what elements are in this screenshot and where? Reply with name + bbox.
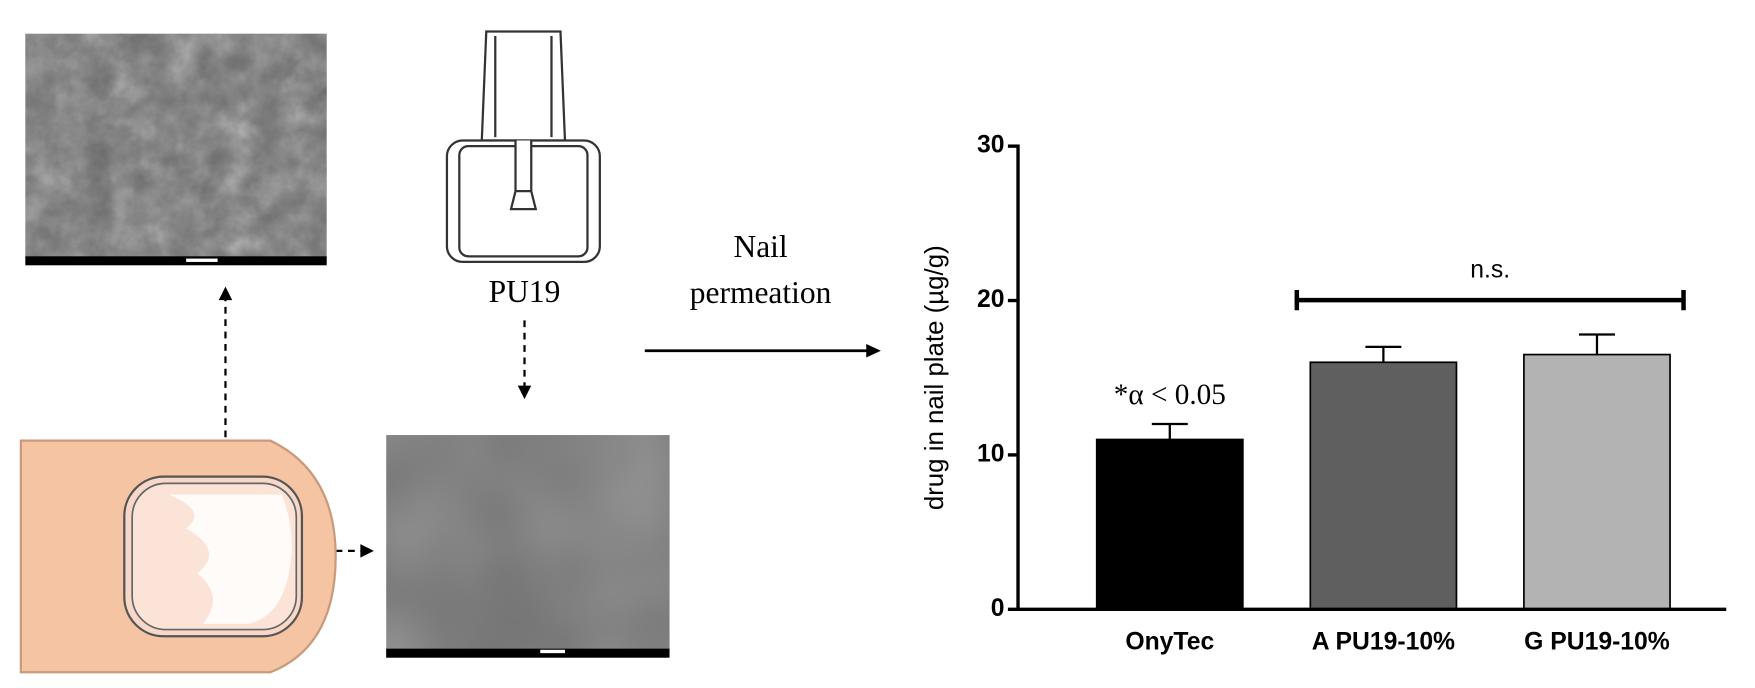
arrow-label: Nail — [733, 229, 787, 264]
arrow-label: permeation — [690, 275, 832, 310]
error-bar — [1578, 333, 1615, 355]
bottle-icon — [445, 30, 601, 264]
arrow-heads — [218, 286, 532, 558]
finger-illustration — [19, 439, 337, 674]
sem-image-rough — [25, 33, 327, 266]
x-tick-label: G PU19-10% — [1524, 629, 1670, 656]
x-tick-label: OnyTec — [1125, 629, 1214, 656]
bar-chart: drug in nail plate (µg/g) 0 10 20 30 OnyTec A… — [921, 132, 1727, 656]
y-tick-label: 0 — [991, 595, 1005, 622]
bar — [1309, 361, 1458, 611]
significance-label: *α < 0.05 — [1114, 379, 1226, 411]
ns-label: n.s. — [1470, 256, 1510, 283]
y-tick-label: 30 — [977, 132, 1005, 159]
x-tick-label: A PU19-10% — [1312, 629, 1455, 656]
error-bar — [1151, 422, 1188, 440]
y-axis-label: drug in nail plate (µg/g) — [921, 245, 949, 510]
bar — [1523, 353, 1671, 611]
bottle-label: PU19 — [489, 274, 561, 309]
error-bar — [1365, 345, 1402, 363]
y-tick-label: 10 — [977, 440, 1005, 467]
arrow-head — [866, 344, 881, 358]
y-tick-label: 20 — [977, 286, 1005, 313]
sem-image-smooth — [386, 435, 670, 658]
bar — [1095, 438, 1244, 611]
dashed-arrows — [224, 297, 526, 552]
ns-bracket — [1294, 290, 1686, 311]
